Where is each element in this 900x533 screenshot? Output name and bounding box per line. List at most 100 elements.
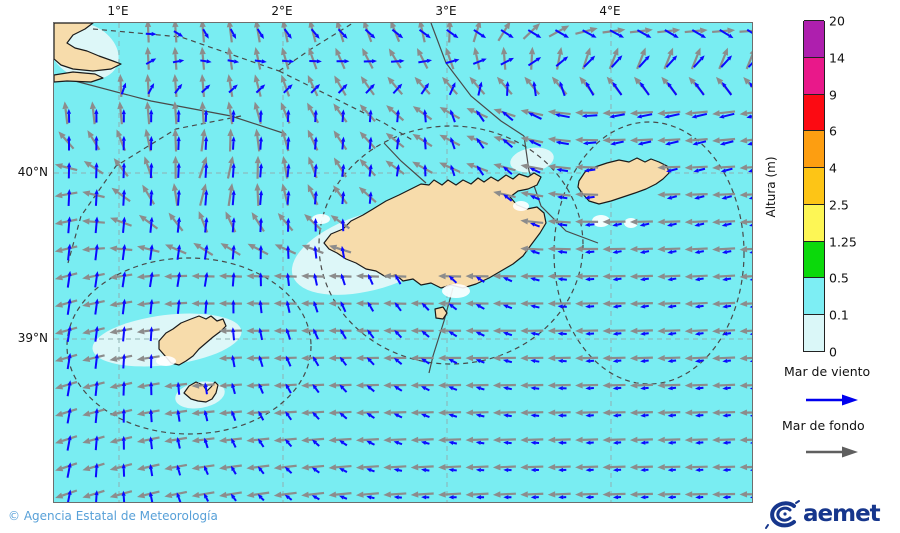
swell-direction-arrow — [528, 46, 536, 55]
swell-direction-arrow — [629, 409, 638, 416]
wind-sea-direction-arrow — [726, 195, 732, 199]
swell-direction-arrow — [555, 465, 571, 469]
swell-direction-arrow — [746, 329, 752, 333]
swell-direction-arrow — [503, 23, 511, 30]
colorbar-tick-label: 0.5 — [829, 270, 849, 286]
wind-sea-direction-arrow — [451, 168, 456, 177]
wind-sea-direction-arrow — [370, 414, 375, 419]
wind-sea-direction-arrow — [177, 469, 182, 476]
wind-sea-direction-arrow — [422, 109, 428, 115]
swell-direction-arrow — [54, 246, 63, 253]
wind-sea-direction-arrow — [554, 113, 561, 118]
swell-direction-arrow — [465, 300, 474, 307]
swell-direction-arrow — [664, 411, 681, 414]
wind-sea-direction-arrow — [557, 277, 563, 282]
swell-direction-arrow — [82, 437, 91, 444]
wind-sea-direction-arrow — [231, 222, 235, 233]
swell-direction-arrow — [164, 300, 172, 307]
wind-sea-direction-arrow — [420, 440, 427, 445]
wind-sea-direction-arrow — [530, 331, 536, 336]
swell-direction-arrow — [657, 137, 665, 144]
swell-direction-arrow — [739, 164, 748, 171]
swell-direction-arrow — [492, 491, 501, 498]
swell-direction-arrow — [636, 54, 644, 70]
swell-direction-arrow — [193, 242, 202, 250]
swell-direction-arrow — [383, 491, 392, 498]
wind-sea-direction-arrow — [288, 496, 293, 501]
wind-sea-direction-arrow — [694, 386, 701, 391]
wind-sea-direction-arrow — [532, 141, 542, 147]
wind-sea-direction-arrow — [121, 109, 126, 115]
swell-direction-arrow — [54, 328, 64, 335]
wind-sea-direction-arrow — [94, 221, 98, 234]
swell-direction-arrow — [309, 108, 320, 124]
wind-sea-direction-arrow — [393, 385, 400, 391]
swell-direction-arrow — [520, 273, 528, 280]
wind-sea-direction-arrow — [421, 358, 427, 363]
forecast-zone-line — [430, 23, 525, 137]
wind-sea-direction-arrow — [258, 190, 264, 196]
wind-sea-direction-arrow — [639, 249, 646, 255]
wind-sea-direction-arrow — [260, 496, 265, 502]
wind-sea-direction-arrow — [534, 223, 540, 228]
wind-sea-direction-arrow — [532, 113, 542, 120]
swell-direction-arrow — [218, 327, 227, 334]
swell-direction-arrow — [171, 490, 188, 497]
swell-direction-arrow — [174, 26, 178, 43]
wind-sea-direction-arrow — [289, 59, 295, 64]
swell-direction-arrow — [664, 301, 681, 305]
wind-sea-direction-arrow — [582, 29, 593, 37]
wind-sea-direction-arrow — [314, 359, 320, 367]
forecast-zone-boundary — [278, 23, 354, 72]
swell-direction-arrow — [500, 492, 516, 496]
wind-sea-direction-arrow — [94, 108, 99, 114]
swell-direction-arrow — [520, 382, 528, 389]
wind-sea-direction-arrow — [507, 305, 513, 310]
wind-sea-direction-arrow — [585, 331, 591, 336]
wind-sea-direction-arrow — [393, 440, 399, 445]
wind-sea-direction-arrow — [203, 136, 209, 142]
swell-direction-arrow — [527, 438, 544, 441]
wind-sea-direction-arrow — [394, 302, 400, 308]
wind-sea-direction-arrow — [176, 162, 181, 168]
wind-sea-direction-arrow — [339, 467, 345, 473]
wind-sea-direction-arrow — [231, 217, 236, 223]
wind-sea-direction-arrow — [724, 85, 733, 96]
swell-direction-arrow — [246, 300, 254, 307]
wind-sea-direction-arrow — [94, 243, 99, 249]
wind-sea-direction-arrow — [366, 412, 372, 418]
wind-sea-direction-arrow — [727, 304, 732, 308]
wind-sea-direction-arrow — [149, 271, 154, 277]
wind-sea-direction-arrow — [694, 304, 701, 309]
wind-sea-direction-arrow — [453, 441, 458, 445]
swell-direction-arrow — [83, 160, 92, 168]
wind-sea-direction-arrow — [315, 442, 320, 447]
swell-direction-arrow — [472, 465, 489, 469]
wind-sea-direction-arrow — [425, 414, 430, 419]
wind-sea-direction-arrow — [94, 189, 99, 195]
wind-sea-direction-arrow — [258, 327, 263, 333]
swell-direction-arrow — [335, 23, 342, 29]
wind-sea-direction-arrow — [257, 494, 263, 500]
swell-direction-arrow — [575, 109, 583, 116]
wind-sea-direction-arrow — [67, 489, 72, 495]
swell-direction-arrow — [253, 47, 261, 55]
swell-direction-arrow — [172, 74, 179, 82]
swell-direction-arrow — [109, 382, 118, 390]
swell-direction-arrow — [684, 137, 693, 144]
wind-sea-direction-arrow — [610, 141, 616, 146]
wind-sea-direction-arrow — [231, 167, 235, 178]
wind-sea-direction-arrow — [722, 495, 728, 500]
swell-direction-arrow — [136, 382, 145, 390]
wind-sea-direction-arrow — [529, 222, 536, 227]
wind-sea-direction-arrow — [315, 469, 320, 474]
swell-direction-arrow — [246, 409, 255, 416]
swell-direction-arrow — [657, 327, 665, 335]
swell-direction-arrow — [333, 130, 341, 139]
wind-sea-direction-arrow — [507, 414, 512, 418]
wind-sea-direction-arrow — [313, 300, 318, 307]
wind-sea-direction-arrow — [534, 251, 540, 255]
forecast-zone-boundary — [66, 257, 312, 435]
swell-direction-arrow — [111, 187, 120, 195]
wind-sea-direction-arrow — [479, 305, 485, 310]
